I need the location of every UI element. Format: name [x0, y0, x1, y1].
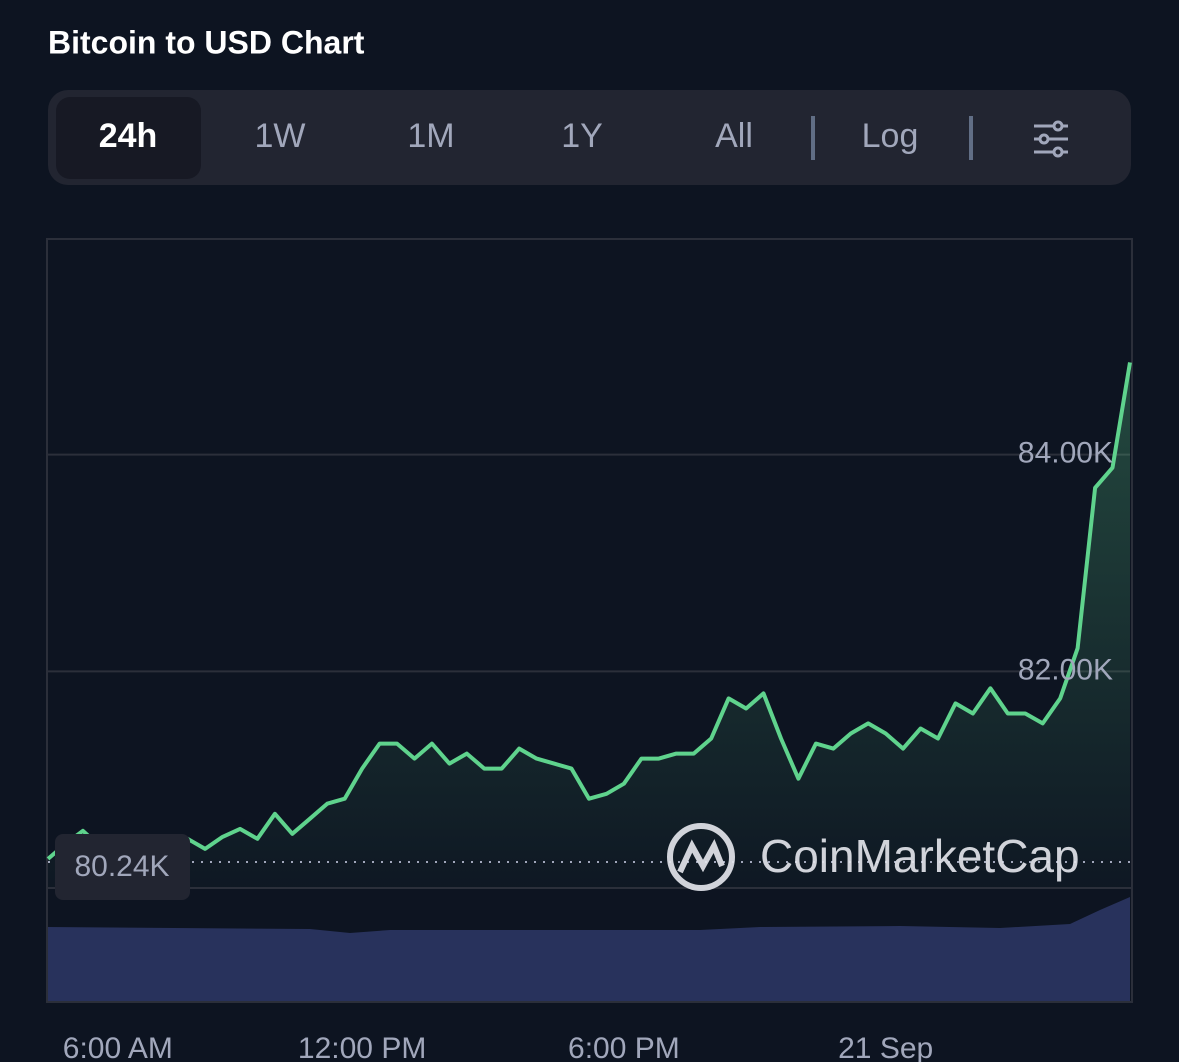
tab-label[interactable]: Log	[862, 117, 919, 155]
reference-badge	[55, 834, 190, 900]
chart-frame	[46, 238, 1133, 1003]
page-title: Bitcoin to USD Chart	[48, 24, 365, 60]
tab-label[interactable]: 1Y	[561, 117, 603, 155]
price-area	[48, 362, 1130, 888]
watermark-logo	[667, 823, 735, 891]
volume-area	[48, 897, 1130, 1001]
tab-label[interactable]: All	[715, 117, 753, 155]
tab-label[interactable]: 24h	[99, 117, 158, 155]
x-tick-label: 6:00 AM	[63, 1032, 173, 1062]
tab-label[interactable]: 1M	[407, 117, 454, 155]
settings-icon[interactable]	[1034, 120, 1068, 158]
tab-bar	[48, 90, 1131, 185]
watermark: CoinMarketCap	[760, 830, 1080, 882]
y-tick-label: 82.00K	[1018, 653, 1113, 686]
reference-label: 80.24K	[74, 850, 169, 883]
active-tab[interactable]	[56, 97, 201, 179]
x-tick-label: 21 Sep	[838, 1032, 933, 1062]
x-tick-label: 6:00 PM	[568, 1032, 680, 1062]
y-tick-label: 84.00K	[1018, 437, 1113, 470]
x-tick-label: 12:00 PM	[298, 1032, 426, 1062]
tab-label[interactable]: 1W	[255, 117, 306, 155]
price-line	[46, 362, 1132, 861]
